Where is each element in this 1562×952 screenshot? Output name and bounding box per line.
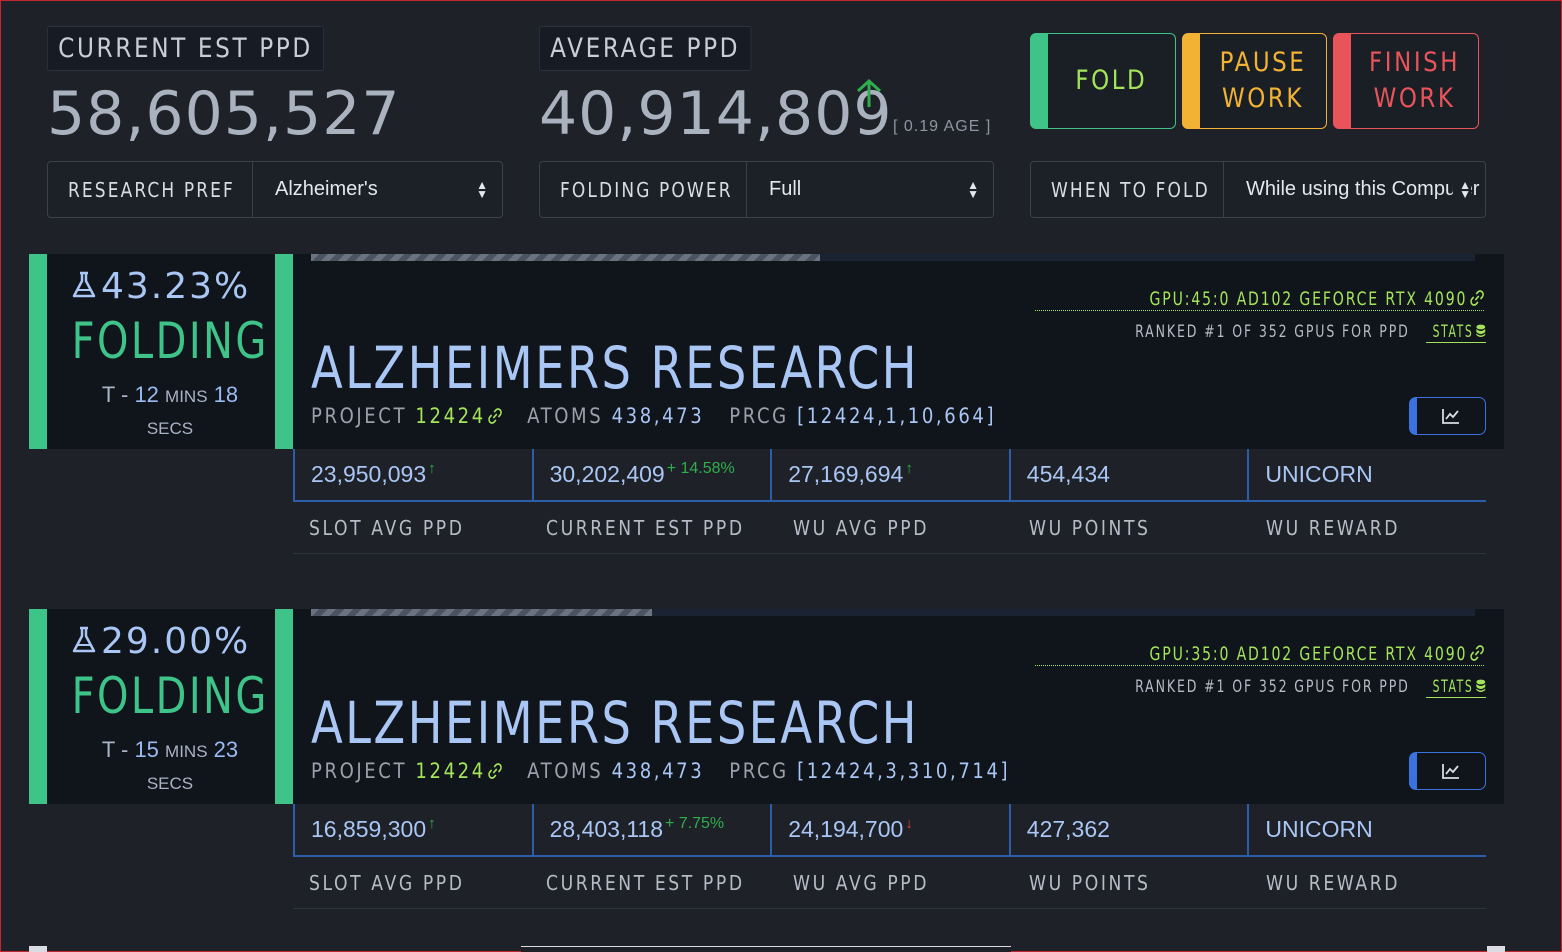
research-pref-select[interactable]: RESEARCH PREF Alzheimer's ▲ ▼ [47, 161, 503, 218]
scroll-edge [29, 946, 47, 952]
scroll-edge [521, 946, 1011, 952]
arrow-up-icon: ↑ [428, 815, 436, 832]
slot-labels-row: SLOT AVG PPD CURRENT EST PPD WU AVG PPD … [293, 857, 1486, 909]
wu-reward-label: WU REWARD [1265, 870, 1400, 895]
database-icon [1476, 324, 1486, 337]
rank-text: RANKED #1 OF 352 GPUS FOR PPD STATS [1026, 677, 1486, 698]
progress-bar [311, 254, 1475, 261]
flask-icon [72, 626, 96, 653]
slot-status-panel: 43.23% FOLDING T - 12 MINS 18 SECS [29, 254, 293, 449]
when-to-fold-label: WHEN TO FOLD [1031, 162, 1224, 217]
research-pref-label: RESEARCH PREF [48, 162, 253, 217]
wu-reward-label: WU REWARD [1265, 515, 1400, 540]
slot-avg-ppd-value: 16,859,300 ↑ [293, 804, 532, 857]
select-caret-icon: ▲ ▼ [961, 179, 979, 200]
slot-status-panel: 29.00% FOLDING T - 15 MINS 23 SECS [29, 609, 293, 804]
arrow-up-icon: ↑ [905, 460, 913, 477]
current-est-ppd-label: CURRENT EST PPD [545, 515, 745, 540]
slot-avg-ppd-value: 23,950,093 ↑ [293, 449, 532, 502]
arrow-up-icon: ↑ [428, 460, 436, 477]
when-to-fold-value[interactable]: While using this Computer ▲ ▼ [1246, 177, 1480, 201]
project-meta: PROJECT 12424 ATOMS 438,473 PRCG [12424,… [311, 759, 1011, 783]
current-est-ppd-label: CURRENT EST PPD [545, 870, 745, 895]
project-meta: PROJECT 12424 ATOMS 438,473 PRCG [12424,… [311, 404, 997, 428]
slot-state: FOLDING [71, 667, 269, 725]
stats-link[interactable]: STATS [1426, 677, 1486, 698]
wu-points-label: WU POINTS [1029, 515, 1151, 540]
research-pref-value[interactable]: Alzheimer's ▲ ▼ [275, 177, 488, 201]
chart-button[interactable] [1409, 752, 1486, 790]
chart-button[interactable] [1409, 397, 1486, 435]
wu-avg-ppd-value: 24,194,700 ↓ [770, 804, 1009, 857]
slot-stats-row: 16,859,300 ↑ 28,403,118 + 7.75% 24,194,700… [293, 804, 1486, 857]
select-caret-icon: ▲ ▼ [1453, 179, 1471, 200]
current-est-ppd-value: 30,202,409 + 14.58% [531, 449, 771, 502]
delta-percent: + 14.58% [666, 459, 735, 477]
scroll-edge [1487, 946, 1505, 952]
link-icon [1470, 645, 1484, 661]
gpu-link[interactable]: GPU:35:0 AD102 GEFORCE RTX 4090 [1035, 643, 1484, 666]
flask-icon [72, 271, 96, 298]
link-icon [488, 763, 503, 779]
gpu-link[interactable]: GPU:45:0 AD102 GEFORCE RTX 4090 [1035, 288, 1484, 311]
slot-state: FOLDING [71, 312, 269, 370]
wu-avg-ppd-label: WU AVG PPD [792, 870, 929, 895]
wu-reward-value: UNICORN [1247, 449, 1486, 502]
average-ppd-value: 40,914,809 [539, 79, 893, 149]
slot-avg-ppd-label: SLOT AVG PPD [309, 515, 465, 540]
project-link[interactable]: 12424 [415, 759, 503, 783]
fold-button[interactable]: FOLD [1030, 33, 1176, 129]
eta-text: T - 12 MINS 18 SECS [101, 382, 239, 438]
arrow-down-icon: ↓ [905, 815, 913, 832]
slot-avg-ppd-label: SLOT AVG PPD [309, 870, 465, 895]
project-title: ALZHEIMERS RESEARCH [311, 689, 919, 757]
arrow-up-icon [853, 77, 885, 118]
wu-reward-value: UNICORN [1247, 804, 1486, 857]
current-est-ppd-value: 58,605,527 [47, 79, 401, 149]
when-to-fold-select[interactable]: WHEN TO FOLD While using this Computer ▲ ▼ [1030, 161, 1486, 218]
delta-percent: + 7.75% [665, 814, 725, 832]
slot-stats-row: 23,950,093 ↑ 30,202,409 + 14.58% 27,169,69… [293, 449, 1486, 502]
rank-text: RANKED #1 OF 352 GPUS FOR PPD STATS [1026, 322, 1486, 343]
slot-card: 29.00% FOLDING T - 15 MINS 23 SECS GPU:35… [29, 609, 1504, 910]
folding-power-label: FOLDING POWER [540, 162, 747, 217]
slot-labels-row: SLOT AVG PPD CURRENT EST PPD WU AVG PPD … [293, 502, 1486, 554]
wu-points-value: 454,434 [1008, 449, 1248, 502]
current-est-ppd-label: CURRENT EST PPD [47, 26, 325, 71]
age-indicator: [ 0.19 AGE ] [893, 118, 992, 135]
select-caret-icon: ▲ ▼ [470, 179, 488, 200]
progress-percent: 29.00% [69, 621, 250, 662]
finish-work-button[interactable]: FINISH WORK [1333, 33, 1479, 129]
slot-card: 43.23% FOLDING T - 12 MINS 18 SECS GPU:45… [29, 254, 1504, 555]
stats-link[interactable]: STATS [1426, 322, 1486, 343]
wu-avg-ppd-label: WU AVG PPD [792, 515, 929, 540]
slot-main-panel: GPU:35:0 AD102 GEFORCE RTX 4090 RANKED #… [275, 609, 1504, 804]
eta-text: T - 15 MINS 23 SECS [101, 737, 239, 793]
current-est-ppd-value: 28,403,118 + 7.75% [531, 804, 771, 857]
progress-percent: 43.23% [69, 266, 250, 307]
slot-main-panel: GPU:45:0 AD102 GEFORCE RTX 4090 RANKED #… [275, 254, 1504, 449]
progress-bar [311, 609, 1475, 616]
project-link[interactable]: 12424 [415, 404, 503, 428]
project-title: ALZHEIMERS RESEARCH [311, 334, 919, 402]
folding-power-select[interactable]: FOLDING POWER Full ▲ ▼ [539, 161, 994, 218]
link-icon [1470, 290, 1484, 306]
folding-power-value[interactable]: Full ▲ ▼ [769, 177, 979, 201]
wu-points-label: WU POINTS [1029, 870, 1151, 895]
line-chart-icon [1442, 409, 1459, 424]
wu-avg-ppd-value: 27,169,694 ↑ [770, 449, 1009, 502]
line-chart-icon [1442, 764, 1459, 779]
wu-points-value: 427,362 [1008, 804, 1248, 857]
average-ppd-label: AVERAGE PPD [539, 26, 752, 71]
pause-work-button[interactable]: PAUSE WORK [1182, 33, 1327, 129]
database-icon [1476, 679, 1486, 692]
link-icon [488, 408, 503, 424]
